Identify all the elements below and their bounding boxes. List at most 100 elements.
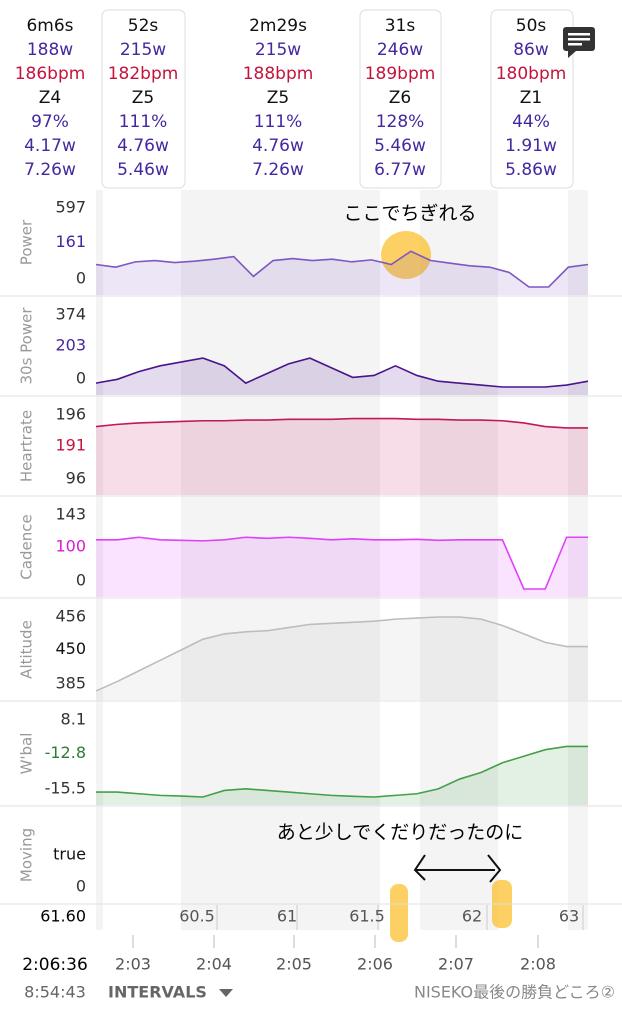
axis-current: 203 [55,336,86,355]
axis-max: 196 [55,405,86,424]
panel-label: Moving [18,828,36,882]
current-time: 2:06:36 [22,955,88,975]
chat-icon[interactable] [563,27,595,58]
trace-area [96,418,588,495]
trace-line [95,616,588,692]
time-tick-label: 2:06 [357,955,393,974]
distance-tick-label: 63 [559,907,579,926]
interval-power: 215w [120,40,166,60]
interval-wkg: 4.76w [117,136,169,156]
distance-tick-label: 61.5 [349,907,385,926]
interval-heartrate: 188bpm [243,64,314,84]
axis-min: 0 [76,269,86,288]
interval-percent: 128% [376,112,425,132]
trace-line [95,250,589,288]
interval-power: 215w [255,40,301,60]
axis-min: 96 [66,469,86,488]
clock: 8:54:43 [24,983,86,1002]
time-tick-label: 2:04 [196,955,232,974]
axis-min: 385 [55,674,86,693]
panel-label: Cadence [18,514,36,579]
annotation: ここでちぎれる [343,203,476,225]
panel-label: Power [18,219,36,265]
interval-heartrate: 186bpm [15,64,86,84]
interval-wkg: 4.76w [252,136,304,156]
interval-card[interactable] [359,9,442,189]
interval-percent: 97% [31,112,69,132]
current-distance: 61.60 [40,907,86,926]
interval-percent: 44% [512,112,550,132]
trace-area [96,537,588,597]
annotation: あと少しでくだりだったのに [277,822,523,844]
interval-power: 86w [513,40,549,60]
axis-min: -15.5 [45,779,86,798]
time-tick-label: 2:08 [520,955,556,974]
interval-card[interactable] [101,9,186,189]
intervals-menu[interactable]: INTERVALS [108,983,207,1002]
interval-band [380,190,420,940]
interval-band [103,190,181,940]
interval-duration: 52s [128,16,159,36]
panel-label: W'bal [18,733,36,775]
trace-line [96,745,588,798]
interval-wkg2: 7.26w [24,160,76,180]
time-tick-label: 2:05 [276,955,312,974]
interval-band [498,190,568,940]
interval-percent: 111% [119,112,168,132]
axis-current: 450 [55,639,86,658]
interval-duration: 6m6s [26,16,73,36]
trace-area [96,746,588,805]
interval-zone: Z5 [132,88,154,108]
activity-name: NISEKO最後の勝負どころ② [414,983,615,1002]
interval-duration: 50s [516,16,547,36]
interval-wkg2: 5.46w [117,160,169,180]
interval-zone: Z1 [520,88,542,108]
time-tick-label: 2:07 [438,955,474,974]
distance-tick-label: 60.5 [179,907,215,926]
interval-duration: 2m29s [249,16,307,36]
interval-heartrate: 189bpm [365,64,436,84]
distance-tick-label: 61 [277,907,297,926]
axis-max: 8.1 [61,710,86,729]
interval-duration: 31s [385,16,416,36]
dropdown-icon[interactable] [219,989,233,997]
trace-line [95,417,588,429]
panel-label: 30s Power [18,307,36,385]
trace-line [96,536,588,590]
trace-line [95,357,589,388]
axis-current: -12.8 [45,743,86,762]
interval-heartrate: 182bpm [108,64,179,84]
interval-wkg2: 7.26w [252,160,304,180]
trace-area [96,617,588,700]
interval-wkg: 4.17w [24,136,76,156]
axis-max: 456 [55,607,86,626]
trace-area [96,251,588,295]
axis-max: 143 [55,505,86,524]
time-tick-label: 2:03 [115,955,151,974]
axis-current: 100 [55,537,86,556]
panel-label: Altitude [18,620,36,679]
panel-label: Heartrate [18,410,36,482]
axis-min: 0 [76,369,86,388]
axis-current: 161 [55,232,86,251]
trace-area [96,358,588,395]
interval-zone: Z6 [389,88,411,108]
interval-power: 188w [27,40,73,60]
axis-current: true [53,845,86,864]
axis-current: 191 [55,436,86,455]
axis-min: 0 [76,571,86,590]
interval-percent: 111% [254,112,303,132]
interval-wkg: 1.91w [505,136,557,156]
highlight [390,884,408,942]
interval-heartrate: 180bpm [496,64,567,84]
interval-wkg: 5.46w [374,136,426,156]
interval-zone: Z5 [267,88,289,108]
distance-tick-label: 62 [462,907,482,926]
interval-card[interactable] [490,9,574,189]
axis-min: 0 [76,877,86,896]
axis-max: 374 [55,305,86,324]
interval-zone: Z4 [39,88,61,108]
interval-wkg2: 5.86w [505,160,557,180]
